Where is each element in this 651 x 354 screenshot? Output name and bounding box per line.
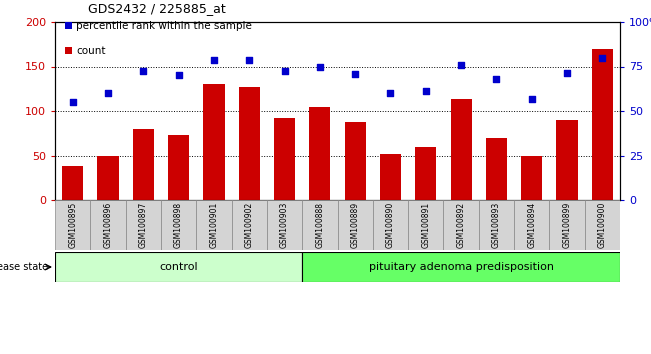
Bar bbox=[65, 23, 72, 29]
Text: GSM100898: GSM100898 bbox=[174, 202, 183, 248]
Bar bbox=[486, 138, 507, 200]
Bar bbox=[309, 107, 331, 200]
Bar bbox=[65, 47, 72, 54]
Text: disease state: disease state bbox=[0, 262, 48, 272]
Text: GSM100897: GSM100897 bbox=[139, 202, 148, 248]
Bar bbox=[344, 122, 366, 200]
Point bbox=[138, 68, 148, 74]
Point bbox=[103, 90, 113, 96]
Text: percentile rank within the sample: percentile rank within the sample bbox=[76, 21, 252, 31]
Text: GSM100903: GSM100903 bbox=[280, 202, 289, 248]
Bar bbox=[203, 84, 225, 200]
Point bbox=[562, 70, 572, 75]
Text: GSM100896: GSM100896 bbox=[104, 202, 113, 248]
Bar bbox=[408, 200, 443, 250]
Text: GSM100888: GSM100888 bbox=[315, 202, 324, 248]
Point bbox=[209, 57, 219, 63]
Point bbox=[244, 57, 255, 63]
Bar bbox=[478, 200, 514, 250]
Bar bbox=[126, 200, 161, 250]
Bar bbox=[380, 154, 401, 200]
Text: GSM100899: GSM100899 bbox=[562, 202, 572, 248]
Text: GSM100901: GSM100901 bbox=[210, 202, 218, 248]
Bar bbox=[373, 200, 408, 250]
Point bbox=[350, 71, 361, 76]
Bar bbox=[521, 155, 542, 200]
Bar bbox=[90, 200, 126, 250]
Bar bbox=[274, 118, 295, 200]
Text: GSM100895: GSM100895 bbox=[68, 202, 77, 248]
Bar bbox=[549, 200, 585, 250]
Point bbox=[492, 76, 502, 82]
Bar bbox=[443, 200, 478, 250]
Bar bbox=[232, 200, 267, 250]
Bar bbox=[55, 200, 90, 250]
Bar bbox=[592, 49, 613, 200]
Bar bbox=[267, 200, 302, 250]
Point bbox=[527, 97, 537, 102]
Bar bbox=[302, 252, 620, 282]
Point bbox=[68, 99, 78, 105]
Bar bbox=[302, 200, 337, 250]
Text: GSM100892: GSM100892 bbox=[456, 202, 465, 248]
Point bbox=[456, 62, 466, 68]
Text: GSM100889: GSM100889 bbox=[351, 202, 359, 248]
Text: GSM100902: GSM100902 bbox=[245, 202, 254, 248]
Text: pituitary adenoma predisposition: pituitary adenoma predisposition bbox=[368, 262, 553, 272]
Text: GSM100900: GSM100900 bbox=[598, 202, 607, 248]
Text: GSM100891: GSM100891 bbox=[421, 202, 430, 248]
Bar bbox=[133, 129, 154, 200]
Point bbox=[314, 64, 325, 69]
Bar bbox=[514, 200, 549, 250]
Text: GDS2432 / 225885_at: GDS2432 / 225885_at bbox=[87, 2, 225, 15]
Bar bbox=[55, 252, 302, 282]
Point bbox=[597, 55, 607, 61]
Point bbox=[173, 73, 184, 78]
Bar bbox=[239, 87, 260, 200]
Bar bbox=[98, 155, 118, 200]
Bar bbox=[557, 120, 577, 200]
Text: GSM100893: GSM100893 bbox=[492, 202, 501, 248]
Bar bbox=[161, 200, 196, 250]
Text: GSM100890: GSM100890 bbox=[386, 202, 395, 248]
Bar bbox=[415, 147, 436, 200]
Text: control: control bbox=[159, 262, 198, 272]
Bar bbox=[585, 200, 620, 250]
Bar bbox=[450, 99, 472, 200]
Bar bbox=[168, 135, 189, 200]
Bar bbox=[337, 200, 373, 250]
Point bbox=[421, 88, 431, 94]
Bar bbox=[196, 200, 232, 250]
Point bbox=[385, 90, 396, 96]
Bar bbox=[62, 166, 83, 200]
Text: count: count bbox=[76, 46, 105, 56]
Point bbox=[279, 68, 290, 74]
Text: GSM100894: GSM100894 bbox=[527, 202, 536, 248]
